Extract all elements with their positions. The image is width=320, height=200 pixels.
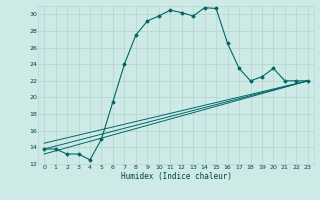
X-axis label: Humidex (Indice chaleur): Humidex (Indice chaleur): [121, 172, 231, 181]
